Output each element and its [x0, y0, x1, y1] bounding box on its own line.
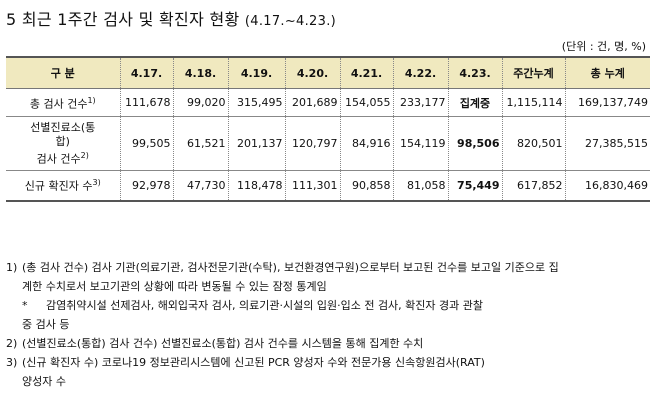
footnote-number: 3)	[6, 356, 18, 369]
footnote-number: 1)	[6, 261, 18, 274]
table-cell: 118,478	[228, 170, 286, 202]
section-title: 5 최근 1주간 검사 및 확진자 현황 (4.17.~4.23.)	[6, 6, 336, 30]
row-label: 총 검사 건수1)	[6, 88, 121, 117]
footnote-text: 감염취약시설 선제검사, 해외입국자 검사, 의료기관·시설의 입원·입소 전 …	[46, 299, 484, 312]
header-date: 4.19.	[228, 56, 286, 89]
title-period: (4.17.~4.23.)	[244, 14, 336, 29]
row-label: 선별진료소(통 합) 검사 건수2)	[6, 116, 121, 171]
table-cell: 47,730	[173, 170, 229, 202]
row-label: 신규 확진자 수3)	[6, 170, 121, 202]
footnote-2: 2) (선별진료소(통합) 검사 건수) 선별진료소(통합) 검사 건수를 시스…	[6, 334, 651, 353]
asterisk-mark: *	[22, 299, 28, 312]
header-date: 4.18.	[173, 56, 229, 89]
table-cell: 820,501	[502, 116, 566, 171]
table-cell: 84,916	[340, 116, 394, 171]
table-row-total-tests: 총 검사 건수1) 111,678 99,020 315,495 201,689…	[6, 88, 650, 117]
table-cell: 81,058	[393, 170, 449, 202]
footnote-text: 양성자 수	[22, 375, 66, 388]
header-date: 4.23.	[448, 56, 503, 89]
title-main: 5 최근 1주간 검사 및 확진자 현황	[6, 10, 240, 29]
table-cell: 75,449	[448, 170, 503, 202]
footnote-3: 3) (신규 확진자 수) 코로나19 정보관리시스템에 신고된 PCR 양성자…	[6, 353, 651, 391]
table-cell: 99,020	[173, 88, 229, 117]
table-cell: 90,858	[340, 170, 394, 202]
unit-label: (단위 : 건, 명, %)	[561, 40, 646, 53]
table-cell: 617,852	[502, 170, 566, 202]
footnote-number: 2)	[6, 337, 18, 350]
table-cell: 233,177	[393, 88, 449, 117]
table-cell: 154,055	[340, 88, 394, 117]
table-cell: 98,506	[448, 116, 503, 171]
header-date: 4.20.	[285, 56, 341, 89]
table-cell: 154,119	[393, 116, 449, 171]
footnote-text: (총 검사 건수) 검사 기관(의료기관, 검사전문기관(수탁), 보건환경연구…	[22, 261, 559, 274]
table-cell: 집계중	[448, 88, 503, 117]
header-category: 구 분	[6, 56, 121, 89]
header-weekly-total: 주간누계	[502, 56, 566, 89]
footnote-text: 계한 수치로서 보고기관의 상황에 따라 변동될 수 있는 잠정 통계임	[22, 280, 327, 293]
table-cell: 111,301	[285, 170, 341, 202]
table-cell: 201,689	[285, 88, 341, 117]
footnote-1: 1) (총 검사 건수) 검사 기관(의료기관, 검사전문기관(수탁), 보건환…	[6, 258, 651, 334]
table-cell: 201,137	[228, 116, 286, 171]
footnotes: 1) (총 검사 건수) 검사 기관(의료기관, 검사전문기관(수탁), 보건환…	[6, 258, 651, 391]
table-row-new-cases: 신규 확진자 수3) 92,978 47,730 118,478 111,301…	[6, 170, 650, 202]
footnote-text: (선별진료소(통합) 검사 건수) 선별진료소(통합) 검사 건수를 시스템을 …	[22, 337, 424, 350]
table-cell: 169,137,749	[565, 88, 650, 117]
table-cell: 99,505	[120, 116, 174, 171]
header-date: 4.17.	[120, 56, 174, 89]
table-cell: 315,495	[228, 88, 286, 117]
table-cell: 16,830,469	[565, 170, 650, 202]
table-cell: 1,115,114	[502, 88, 566, 117]
table-header-row: 구 분 4.17. 4.18. 4.19. 4.20. 4.21. 4.22. …	[6, 56, 650, 89]
header-date: 4.22.	[393, 56, 449, 89]
footnote-text: 중 검사 등	[22, 318, 70, 331]
weekly-test-table: 구 분 4.17. 4.18. 4.19. 4.20. 4.21. 4.22. …	[6, 56, 650, 202]
table-cell: 120,797	[285, 116, 341, 171]
table-cell: 92,978	[120, 170, 174, 202]
footnote-text: (신규 확진자 수) 코로나19 정보관리시스템에 신고된 PCR 양성자 수와…	[22, 356, 485, 369]
table-cell: 111,678	[120, 88, 174, 117]
table-cell: 27,385,515	[565, 116, 650, 171]
footnote-subnote: * 감염취약시설 선제검사, 해외입국자 검사, 의료기관·시설의 입원·입소 …	[22, 296, 651, 315]
header-date: 4.21.	[340, 56, 394, 89]
header-grand-total: 총 누계	[565, 56, 650, 89]
table-cell: 61,521	[173, 116, 229, 171]
table-row-screening-tests: 선별진료소(통 합) 검사 건수2) 99,505 61,521 201,137…	[6, 116, 650, 171]
